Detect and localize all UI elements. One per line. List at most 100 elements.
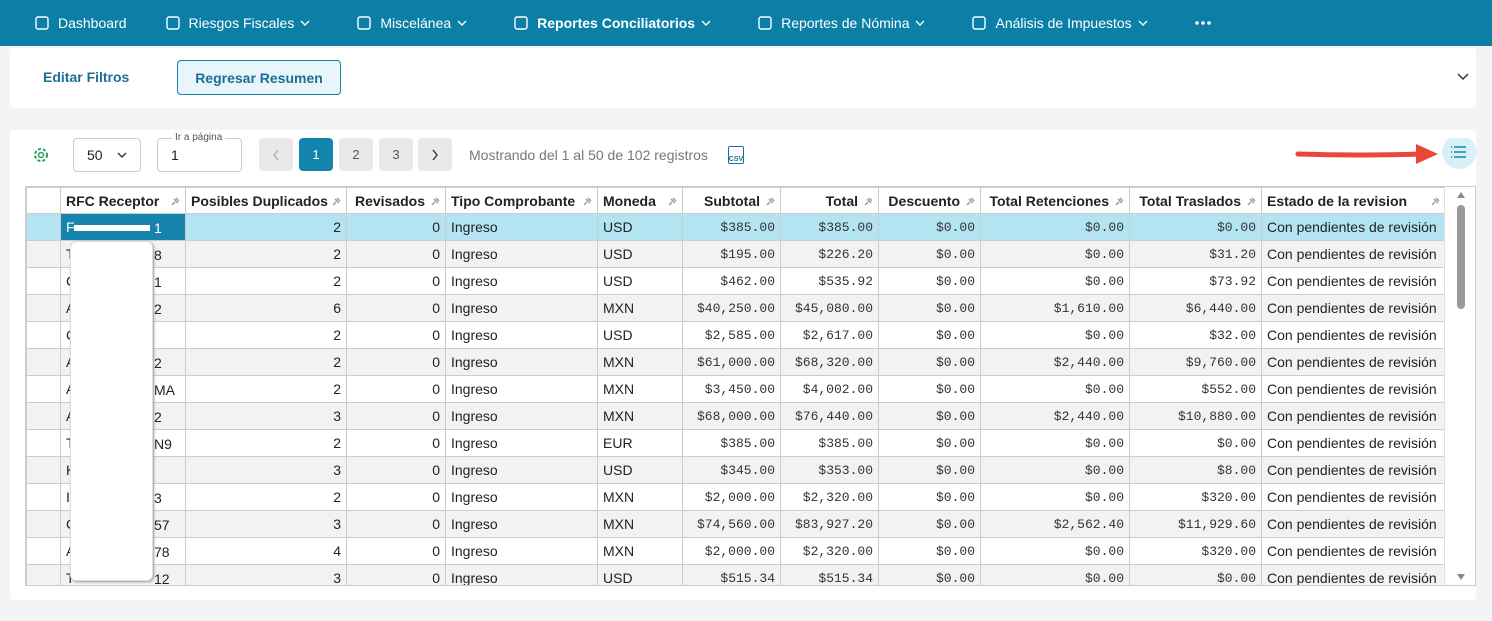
rfc-end: MA <box>154 382 175 398</box>
table-cell: Con pendientes de revisión <box>1262 538 1446 565</box>
column-title: RFC Receptor <box>66 193 159 209</box>
table-wrapper: RFC Receptor Posibles Duplicados Revisados… <box>25 186 1476 586</box>
table-row[interactable]: F120IngresoUSD$385.00$385.00$0.00$0.00$0… <box>27 214 1446 241</box>
table-cell: Ingreso <box>446 403 598 430</box>
table-row[interactable]: C5730IngresoMXN$74,560.00$83,927.20$0.00… <box>27 511 1446 538</box>
table-cell: $83,927.20 <box>781 511 879 538</box>
nav-item[interactable]: Reportes de Nómina <box>757 15 933 31</box>
table-cell: $515.34 <box>683 565 781 587</box>
table-cell: $68,320.00 <box>781 349 879 376</box>
column-title: Revisados <box>355 193 425 209</box>
table-cell: $0.00 <box>879 538 981 565</box>
nav-item[interactable]: Riesgos Fiscales <box>165 15 319 31</box>
table-cell: 4 <box>186 538 347 565</box>
column-header[interactable]: Descuento <box>879 188 981 214</box>
page-button[interactable]: 3 <box>379 138 413 171</box>
column-header[interactable]: Moneda <box>598 188 683 214</box>
table-row[interactable]: T820IngresoUSD$195.00$226.20$0.00$0.00$3… <box>27 241 1446 268</box>
table-cell: $2,320.00 <box>781 484 879 511</box>
rfc-end: 2 <box>154 355 162 371</box>
table-cell: Ingreso <box>446 268 598 295</box>
table-cell: $1,610.00 <box>981 295 1130 322</box>
table-cell: Con pendientes de revisión <box>1262 430 1446 457</box>
csv-export[interactable]: CSV <box>728 146 744 164</box>
next-page[interactable] <box>418 138 452 171</box>
row-index <box>27 214 61 241</box>
table-cell: $0.00 <box>879 403 981 430</box>
page-size-value: 50 <box>87 147 103 163</box>
table-card: 50 1 Ir a página 123 Mostrando del 1 al … <box>10 130 1476 600</box>
edit-filters[interactable]: Editar Filtros <box>43 69 129 85</box>
table-cell: MXN <box>598 376 683 403</box>
table-cell: Ingreso <box>446 511 598 538</box>
column-header[interactable]: Subtotal <box>683 188 781 214</box>
column-header[interactable]: Revisados <box>347 188 446 214</box>
table-cell: Ingreso <box>446 484 598 511</box>
table-row[interactable]: A260IngresoMXN$40,250.00$45,080.00$0.00$… <box>27 295 1446 322</box>
table-cell: $0.00 <box>981 430 1130 457</box>
table-cell: USD <box>598 565 683 587</box>
scrollbar[interactable] <box>1444 187 1476 586</box>
table-cell: $73.92 <box>1130 268 1262 295</box>
nav-item[interactable]: Miscelánea <box>356 15 475 31</box>
table-cell: $2,562.40 <box>981 511 1130 538</box>
table-cell: $0.00 <box>879 214 981 241</box>
table-row[interactable]: K30IngresoUSD$345.00$353.00$0.00$0.00$8.… <box>27 457 1446 484</box>
column-title: Tipo Comprobante <box>451 193 575 209</box>
collapse-icon[interactable] <box>1456 72 1470 82</box>
row-index <box>27 538 61 565</box>
table-row[interactable]: TN920IngresoEUR$385.00$385.00$0.00$0.00$… <box>27 430 1446 457</box>
filters-card: Editar Filtros Regresar Resumen <box>10 48 1476 108</box>
table-row[interactable]: T1230IngresoUSD$515.34$515.34$0.00$0.00$… <box>27 565 1446 587</box>
redaction <box>74 225 150 231</box>
table-row[interactable]: AMA20IngresoMXN$3,450.00$4,002.00$0.00$0… <box>27 376 1446 403</box>
table-cell: $0.00 <box>981 565 1130 587</box>
page-button[interactable]: 1 <box>299 138 333 171</box>
settings-icon[interactable] <box>32 146 50 164</box>
rfc-end: N9 <box>154 436 172 452</box>
table-row[interactable]: C120IngresoUSD$462.00$535.92$0.00$0.00$7… <box>27 268 1446 295</box>
table-cell: $74,560.00 <box>683 511 781 538</box>
nav-item[interactable]: Análisis de Impuestos <box>971 15 1155 31</box>
column-header[interactable]: Total Traslados <box>1130 188 1262 214</box>
table-cell: $2,617.00 <box>781 322 879 349</box>
table-row[interactable]: A230IngresoMXN$68,000.00$76,440.00$0.00$… <box>27 403 1446 430</box>
prev-page[interactable] <box>259 138 293 171</box>
table-row[interactable]: C20IngresoUSD$2,585.00$2,617.00$0.00$0.0… <box>27 322 1446 349</box>
page-size[interactable]: 50 <box>73 138 141 172</box>
column-header[interactable]: Total <box>781 188 879 214</box>
table-row[interactable]: I320IngresoMXN$2,000.00$2,320.00$0.00$0.… <box>27 484 1446 511</box>
column-header[interactable]: RFC Receptor <box>61 188 186 214</box>
table-row[interactable]: A7840IngresoMXN$2,000.00$2,320.00$0.00$0… <box>27 538 1446 565</box>
goto-value: 1 <box>171 147 179 163</box>
table-cell: 0 <box>347 268 446 295</box>
column-header[interactable]: Total Retenciones <box>981 188 1130 214</box>
nav-item[interactable]: Dashboard <box>34 15 127 31</box>
column-header[interactable]: Posibles Duplicados <box>186 188 347 214</box>
back-button[interactable]: Regresar Resumen <box>177 60 341 95</box>
table-cell: $535.92 <box>781 268 879 295</box>
csv-label: CSV <box>729 156 743 163</box>
page-button[interactable]: 2 <box>339 138 373 171</box>
table-cell: 0 <box>347 295 446 322</box>
table-cell: $31.20 <box>1130 241 1262 268</box>
row-index <box>27 241 61 268</box>
table-cell: $40,250.00 <box>683 295 781 322</box>
rfc-end: 8 <box>154 247 162 263</box>
rfc-end: 1 <box>154 274 162 290</box>
table-cell: Ingreso <box>446 349 598 376</box>
nav-item[interactable]: Reportes Conciliatorios <box>513 15 719 31</box>
table-cell: $0.00 <box>981 241 1130 268</box>
nav-label: Miscelánea <box>380 15 451 31</box>
table-cell: $0.00 <box>879 268 981 295</box>
nav-label: Reportes Conciliatorios <box>537 15 695 31</box>
table-row[interactable]: A220IngresoMXN$61,000.00$68,320.00$0.00$… <box>27 349 1446 376</box>
table-cell: $0.00 <box>879 295 981 322</box>
table-cell: $0.00 <box>879 511 981 538</box>
more-menu[interactable] <box>1194 20 1212 26</box>
column-title: Moneda <box>603 193 656 209</box>
goto-page[interactable]: 1 <box>157 138 242 172</box>
column-header[interactable]: Tipo Comprobante <box>446 188 598 214</box>
rfc-end: 3 <box>154 490 162 506</box>
column-header[interactable]: Estado de la revision <box>1262 188 1446 214</box>
